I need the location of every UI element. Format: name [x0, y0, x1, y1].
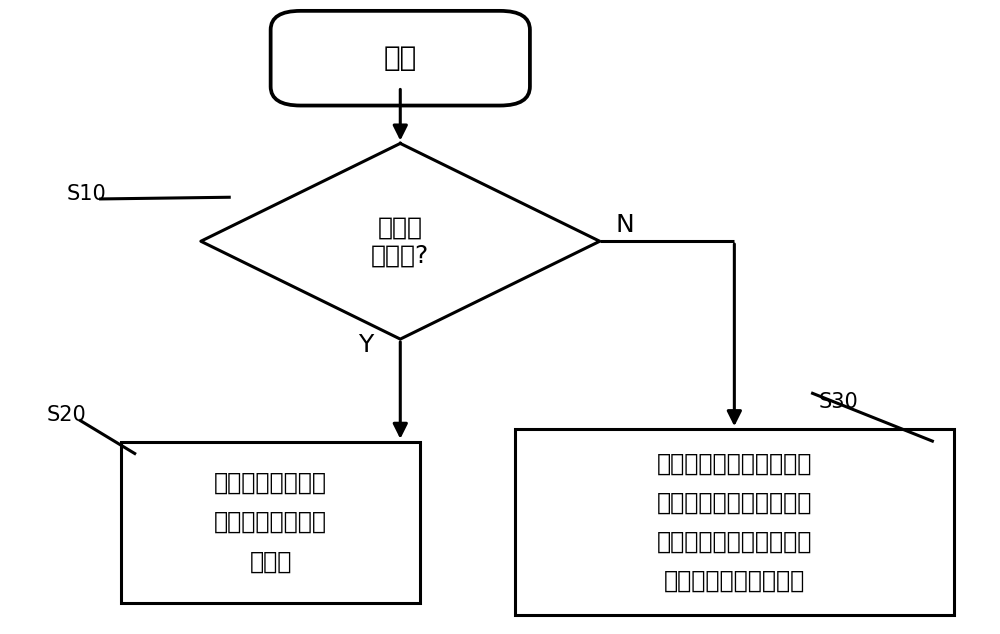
Text: S20: S20 [46, 405, 86, 425]
FancyBboxPatch shape [271, 11, 530, 105]
Text: Y: Y [358, 333, 373, 358]
Bar [515, 429, 954, 615]
Text: S30: S30 [819, 392, 859, 412]
Text: 车辆是
否上电?: 车辆是 否上电? [371, 216, 429, 267]
Text: 控制蓄电池对辅助
电源单元充电并存
储电量: 控制蓄电池对辅助 电源单元充电并存 储电量 [214, 471, 327, 573]
Text: S10: S10 [66, 184, 106, 204]
Text: N: N [615, 214, 634, 238]
Text: 控制辅助电源单元为辅助
热管理系统供电，且辅助
热管理系统以预设温度和
预设时间段加热蓄电池: 控制辅助电源单元为辅助 热管理系统供电，且辅助 热管理系统以预设温度和 预设时间… [657, 451, 812, 593]
Text: 开始: 开始 [384, 44, 417, 72]
Bar [121, 442, 420, 603]
